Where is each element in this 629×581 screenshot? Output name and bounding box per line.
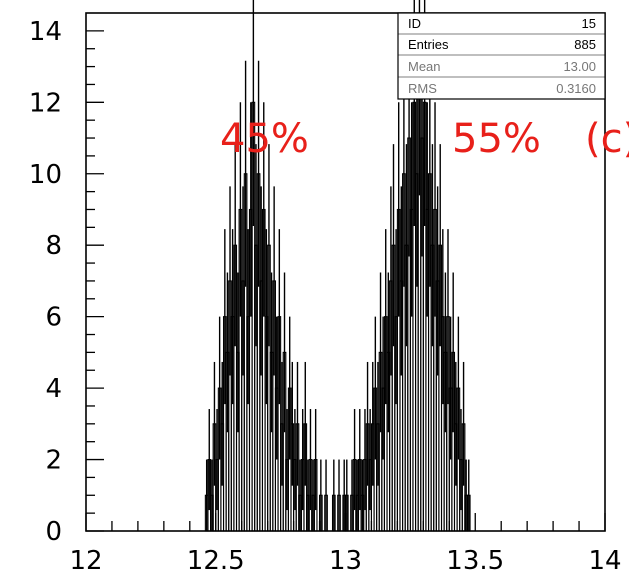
x-tick-label: 14 (588, 546, 621, 576)
y-tick-label: 4 (45, 374, 62, 404)
stats-mean-value: 13.00 (563, 59, 596, 74)
stats-entries-label: Entries (408, 37, 449, 52)
stats-id-label: ID (408, 16, 421, 31)
stats-rms-value: 0.3160 (556, 81, 596, 96)
stats-entries-value: 885 (574, 37, 596, 52)
histogram-bin (313, 409, 318, 532)
histogram-bin (324, 459, 328, 532)
histogram-bin (337, 459, 341, 532)
x-tick-label: 13 (329, 546, 362, 576)
y-tick-label: 14 (29, 17, 62, 47)
histogram-bin (282, 272, 287, 532)
y-tick-label: 6 (45, 303, 62, 333)
histogram-bin (466, 459, 471, 532)
x-tick-label: 12.5 (187, 546, 245, 576)
stats-box: ID 15 Entries 885 Mean 13.00 RMS 0.3160 (397, 12, 606, 100)
y-tick-label: 2 (45, 446, 62, 476)
y-axis (86, 30, 104, 532)
annotation-corner: (c) (585, 116, 629, 162)
y-tick-label: 0 (45, 517, 62, 547)
y-tick-labels: 0 2 4 6 8 10 12 14 (29, 17, 62, 547)
stats-id-value: 15 (582, 16, 596, 31)
y-tick-label: 8 (45, 231, 62, 261)
stats-box-frame (397, 12, 606, 100)
annotation-left-peak: 45% (220, 116, 309, 162)
annotation-right-peak: 55% (452, 116, 541, 162)
histogram-bin (344, 459, 349, 532)
histogram-bin (331, 459, 336, 532)
x-tick-label: 13.5 (446, 546, 504, 576)
histogram-bin (461, 361, 466, 532)
histogram-bin (303, 361, 308, 532)
stats-mean-label: Mean (408, 59, 441, 74)
y-tick-label: 10 (29, 160, 62, 190)
stats-rms-label: RMS (408, 81, 437, 96)
x-tick-labels: 12 12.5 13 13.5 14 (69, 546, 621, 576)
y-tick-label: 12 (29, 88, 62, 118)
histogram-bin (318, 459, 323, 532)
histogram-bin (295, 361, 300, 532)
histogram-bins (204, 0, 471, 532)
x-tick-label: 12 (69, 546, 102, 576)
